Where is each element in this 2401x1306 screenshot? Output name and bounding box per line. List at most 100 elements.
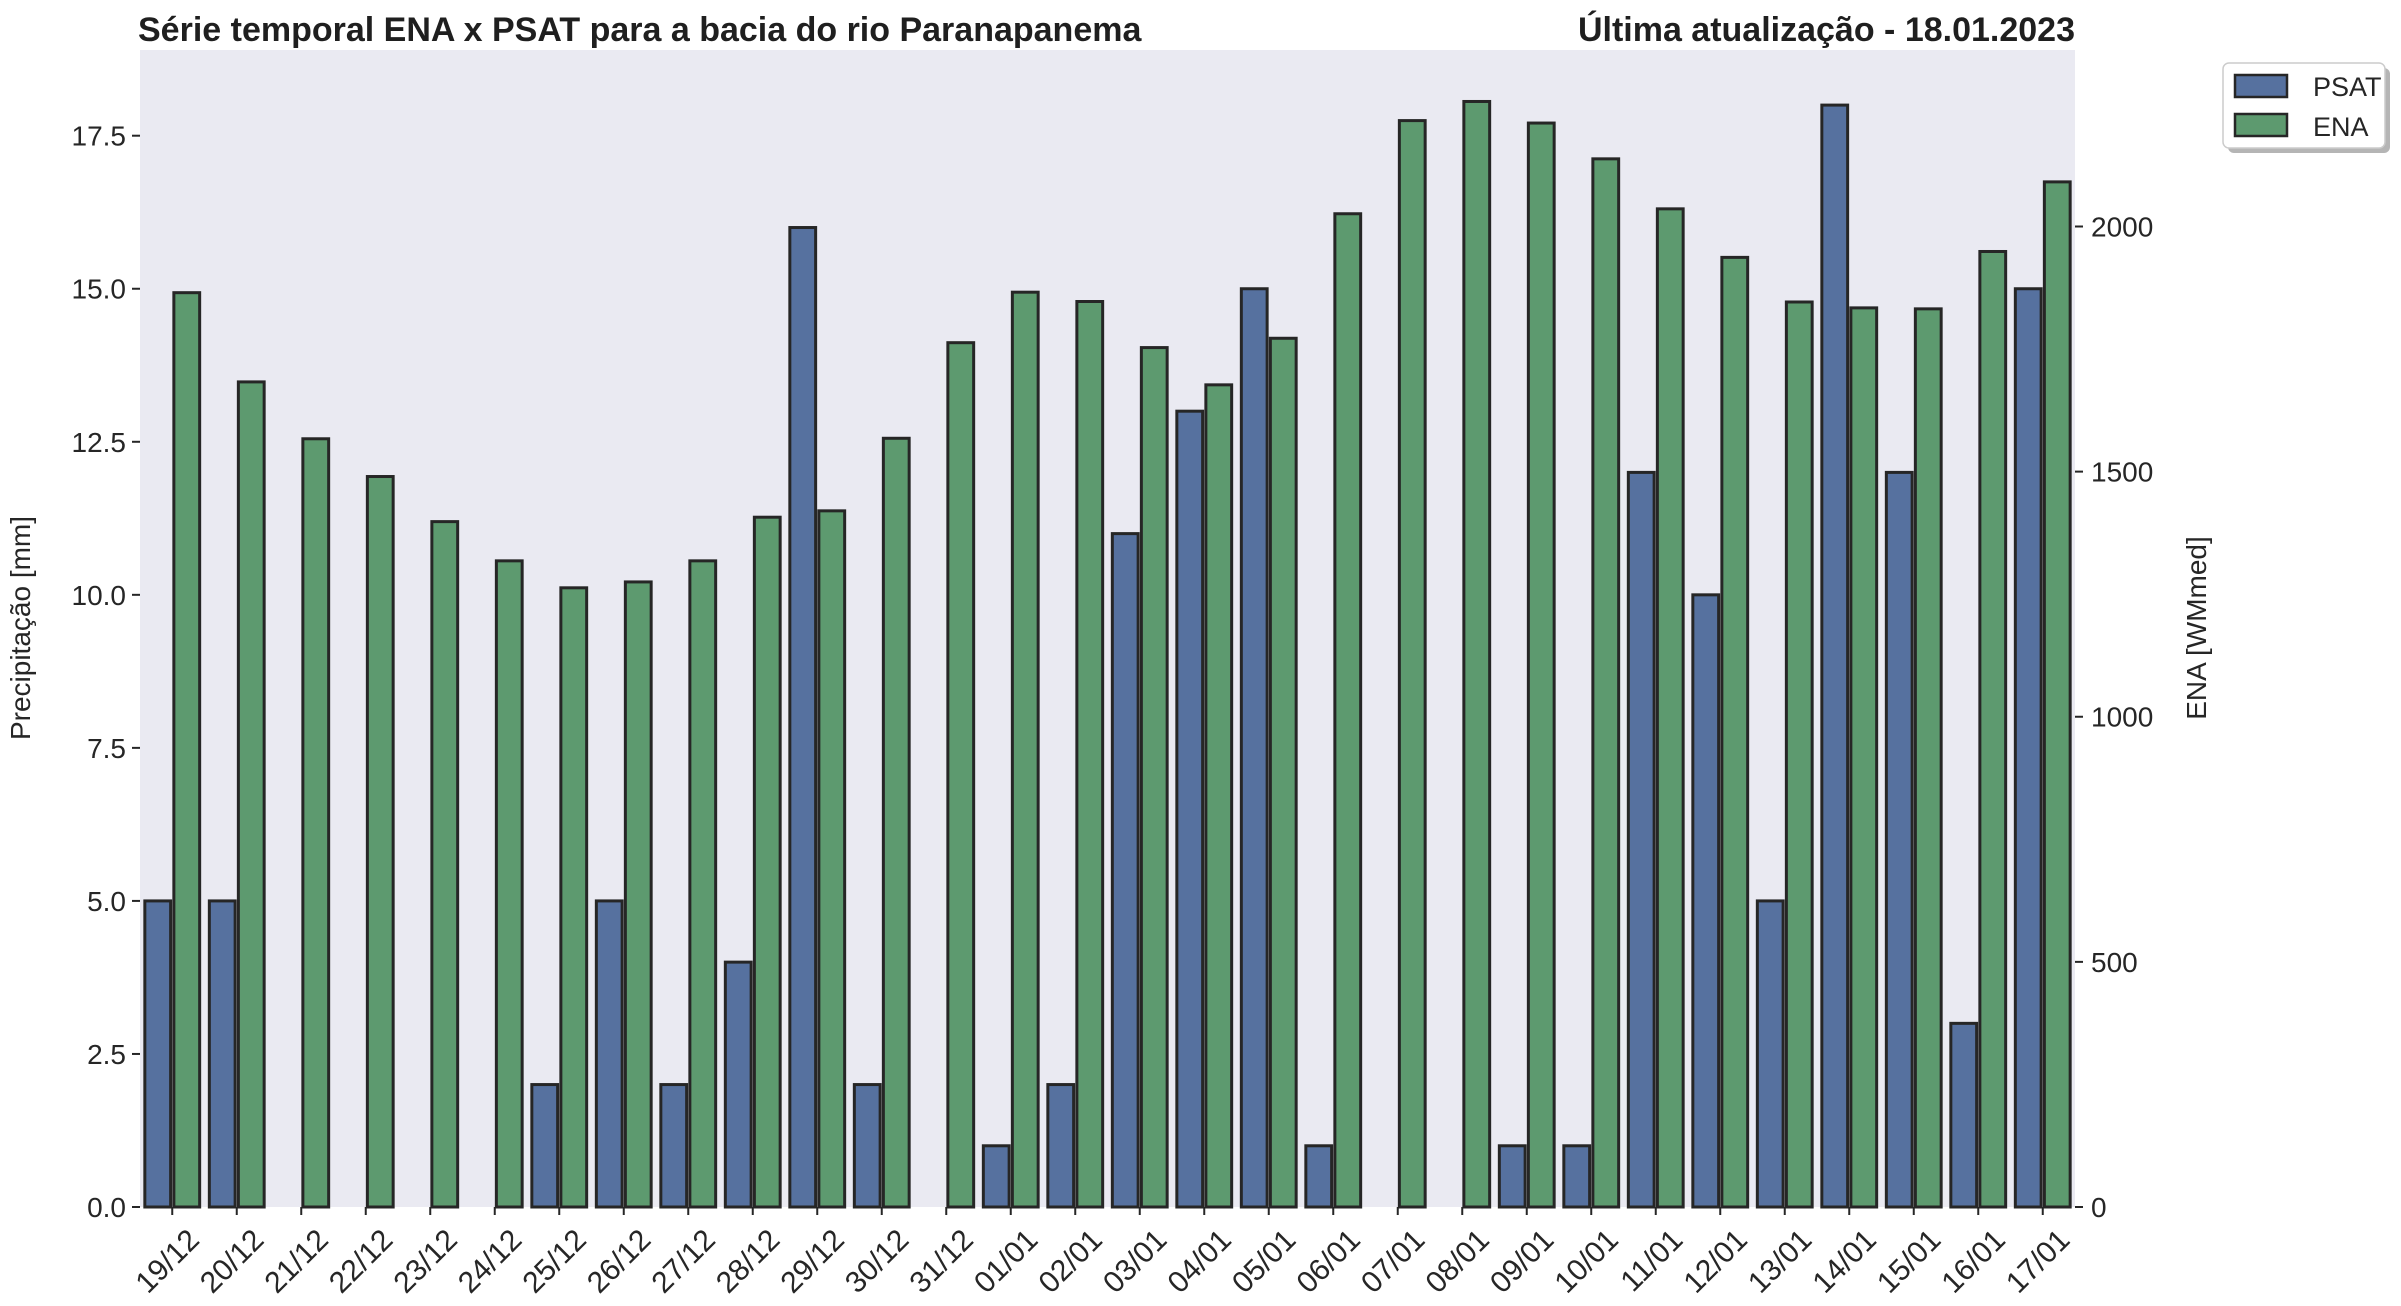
y-tick-label: 17.5 [72, 121, 127, 152]
x-tick-label: 22/12 [323, 1223, 399, 1299]
bar-ena-03-01 [1139, 346, 1169, 1209]
bar-psat-14-01 [1820, 103, 1850, 1209]
bar-psat-01-01 [981, 1144, 1011, 1209]
bar-ena-25-12 [559, 586, 589, 1209]
y-tick-label: 7.5 [87, 733, 126, 764]
bar-ena-08-01 [1462, 99, 1492, 1209]
y-tick-label: 15.0 [72, 274, 127, 305]
y-tick-label: 12.5 [72, 427, 127, 458]
x-tick-label: 25/12 [516, 1223, 592, 1299]
bar-ena-01-01 [1010, 290, 1040, 1209]
y-tick-label: 0.0 [87, 1192, 126, 1223]
legend: PSAT ENA [2222, 62, 2390, 153]
bar-psat-15-01 [1884, 470, 1914, 1209]
bar-ena-24-12 [494, 559, 524, 1209]
x-tick-label: 11/01 [1615, 1223, 1690, 1298]
bar-psat-25-12 [530, 1083, 560, 1209]
bar-psat-02-01 [1046, 1083, 1076, 1209]
x-tick-label: 05/01 [1226, 1223, 1302, 1299]
x-tick-label: 13/01 [1742, 1223, 1818, 1299]
bar-ena-29-12 [817, 509, 847, 1209]
bar-psat-10-01 [1562, 1144, 1592, 1209]
bar-ena-28-12 [752, 515, 782, 1209]
x-tick-label: 01/01 [968, 1223, 1044, 1299]
chart-subtitle: Última atualização - 18.01.2023 [1578, 11, 2075, 49]
bar-ena-09-01 [1526, 121, 1556, 1209]
chart-title: Série temporal ENA x PSAT para a bacia d… [138, 11, 1142, 49]
y2-tick-label: 1500 [2091, 457, 2153, 488]
x-tick-label: 03/01 [1097, 1223, 1173, 1299]
bar-psat-16-01 [1949, 1021, 1979, 1209]
legend-label-ena: ENA [2313, 112, 2369, 142]
bar-psat-28-12 [723, 960, 753, 1209]
x-tick-label: 20/12 [194, 1223, 270, 1299]
x-tick-label: 29/12 [774, 1223, 850, 1299]
bar-ena-12-01 [1720, 255, 1750, 1209]
x-axis: 19/1220/1221/1222/1223/1224/1225/1226/12… [129, 1207, 2076, 1300]
bar-ena-17-01 [2042, 180, 2072, 1209]
bar-ena-06-01 [1333, 212, 1363, 1209]
x-tick-label: 27/12 [645, 1223, 721, 1299]
bar-psat-29-12 [788, 226, 818, 1209]
x-tick-label: 30/12 [839, 1223, 915, 1299]
bar-ena-11-01 [1655, 207, 1685, 1209]
plot-area [140, 50, 2075, 1207]
bar-ena-07-01 [1397, 119, 1427, 1209]
bar-ena-05-01 [1268, 336, 1298, 1209]
bar-psat-11-01 [1626, 470, 1656, 1209]
x-tick-label: 23/12 [387, 1223, 463, 1299]
bar-ena-21-12 [301, 437, 331, 1209]
bar-ena-15-01 [1913, 307, 1943, 1209]
x-tick-label: 17/01 [2000, 1223, 2076, 1299]
bar-ena-10-01 [1591, 157, 1621, 1209]
y2-tick-label: 0 [2091, 1192, 2107, 1223]
bar-ena-31-12 [946, 341, 976, 1209]
x-tick-label: 04/01 [1161, 1223, 1237, 1299]
bar-ena-13-01 [1784, 300, 1814, 1209]
bar-psat-27-12 [659, 1083, 689, 1209]
x-tick-label: 06/01 [1290, 1223, 1366, 1299]
y-tick-label: 2.5 [87, 1039, 126, 1070]
bar-psat-30-12 [852, 1083, 882, 1209]
x-tick-label: 02/01 [1032, 1223, 1108, 1299]
bar-ena-16-01 [1978, 249, 2008, 1209]
bar-psat-20-12 [207, 899, 237, 1209]
bar-ena-19-12 [172, 291, 202, 1209]
bar-psat-03-01 [1110, 532, 1140, 1209]
bar-psat-04-01 [1175, 409, 1205, 1209]
x-tick-label: 14/01 [1806, 1223, 1882, 1299]
bar-ena-14-01 [1849, 306, 1879, 1209]
bar-psat-19-12 [143, 899, 173, 1209]
bar-psat-05-01 [1239, 287, 1269, 1209]
left-y-axis: 0.0 2.5 5.0 7.5 10.0 12.5 15.0 17.5 [72, 121, 140, 1223]
y2-tick-label: 500 [2091, 947, 2138, 978]
x-tick-label: 09/01 [1484, 1223, 1560, 1299]
legend-swatch-psat [2233, 73, 2289, 99]
bar-psat-26-12 [594, 899, 624, 1209]
bar-ena-20-12 [236, 380, 266, 1209]
right-y-axis: 0 500 1000 1500 2000 [2075, 211, 2153, 1223]
x-tick-label: 16/01 [1935, 1223, 2011, 1299]
y2-tick-label: 1000 [2091, 702, 2153, 733]
bar-psat-12-01 [1691, 593, 1721, 1209]
bars-layer [143, 99, 2072, 1209]
bar-psat-13-01 [1755, 899, 1785, 1209]
x-tick-label: 12/01 [1677, 1223, 1753, 1299]
x-tick-label: 19/12 [129, 1223, 205, 1299]
y2-axis-label: ENA [WMmed] [2181, 536, 2212, 720]
y2-tick-label: 2000 [2091, 211, 2153, 242]
y-tick-label: 5.0 [87, 886, 126, 917]
x-tick-label: 24/12 [452, 1223, 528, 1299]
y-axis-label: Precipitação [mm] [5, 516, 36, 740]
y-tick-label: 10.0 [72, 580, 127, 611]
bar-ena-04-01 [1204, 383, 1234, 1209]
bar-ena-22-12 [365, 475, 395, 1209]
x-tick-label: 28/12 [710, 1223, 786, 1299]
x-tick-label: 08/01 [1419, 1223, 1495, 1299]
bar-ena-27-12 [688, 559, 718, 1209]
bar-psat-06-01 [1304, 1144, 1334, 1209]
bar-ena-26-12 [623, 580, 653, 1209]
bar-ena-23-12 [430, 520, 460, 1209]
x-tick-label: 21/12 [258, 1223, 334, 1299]
